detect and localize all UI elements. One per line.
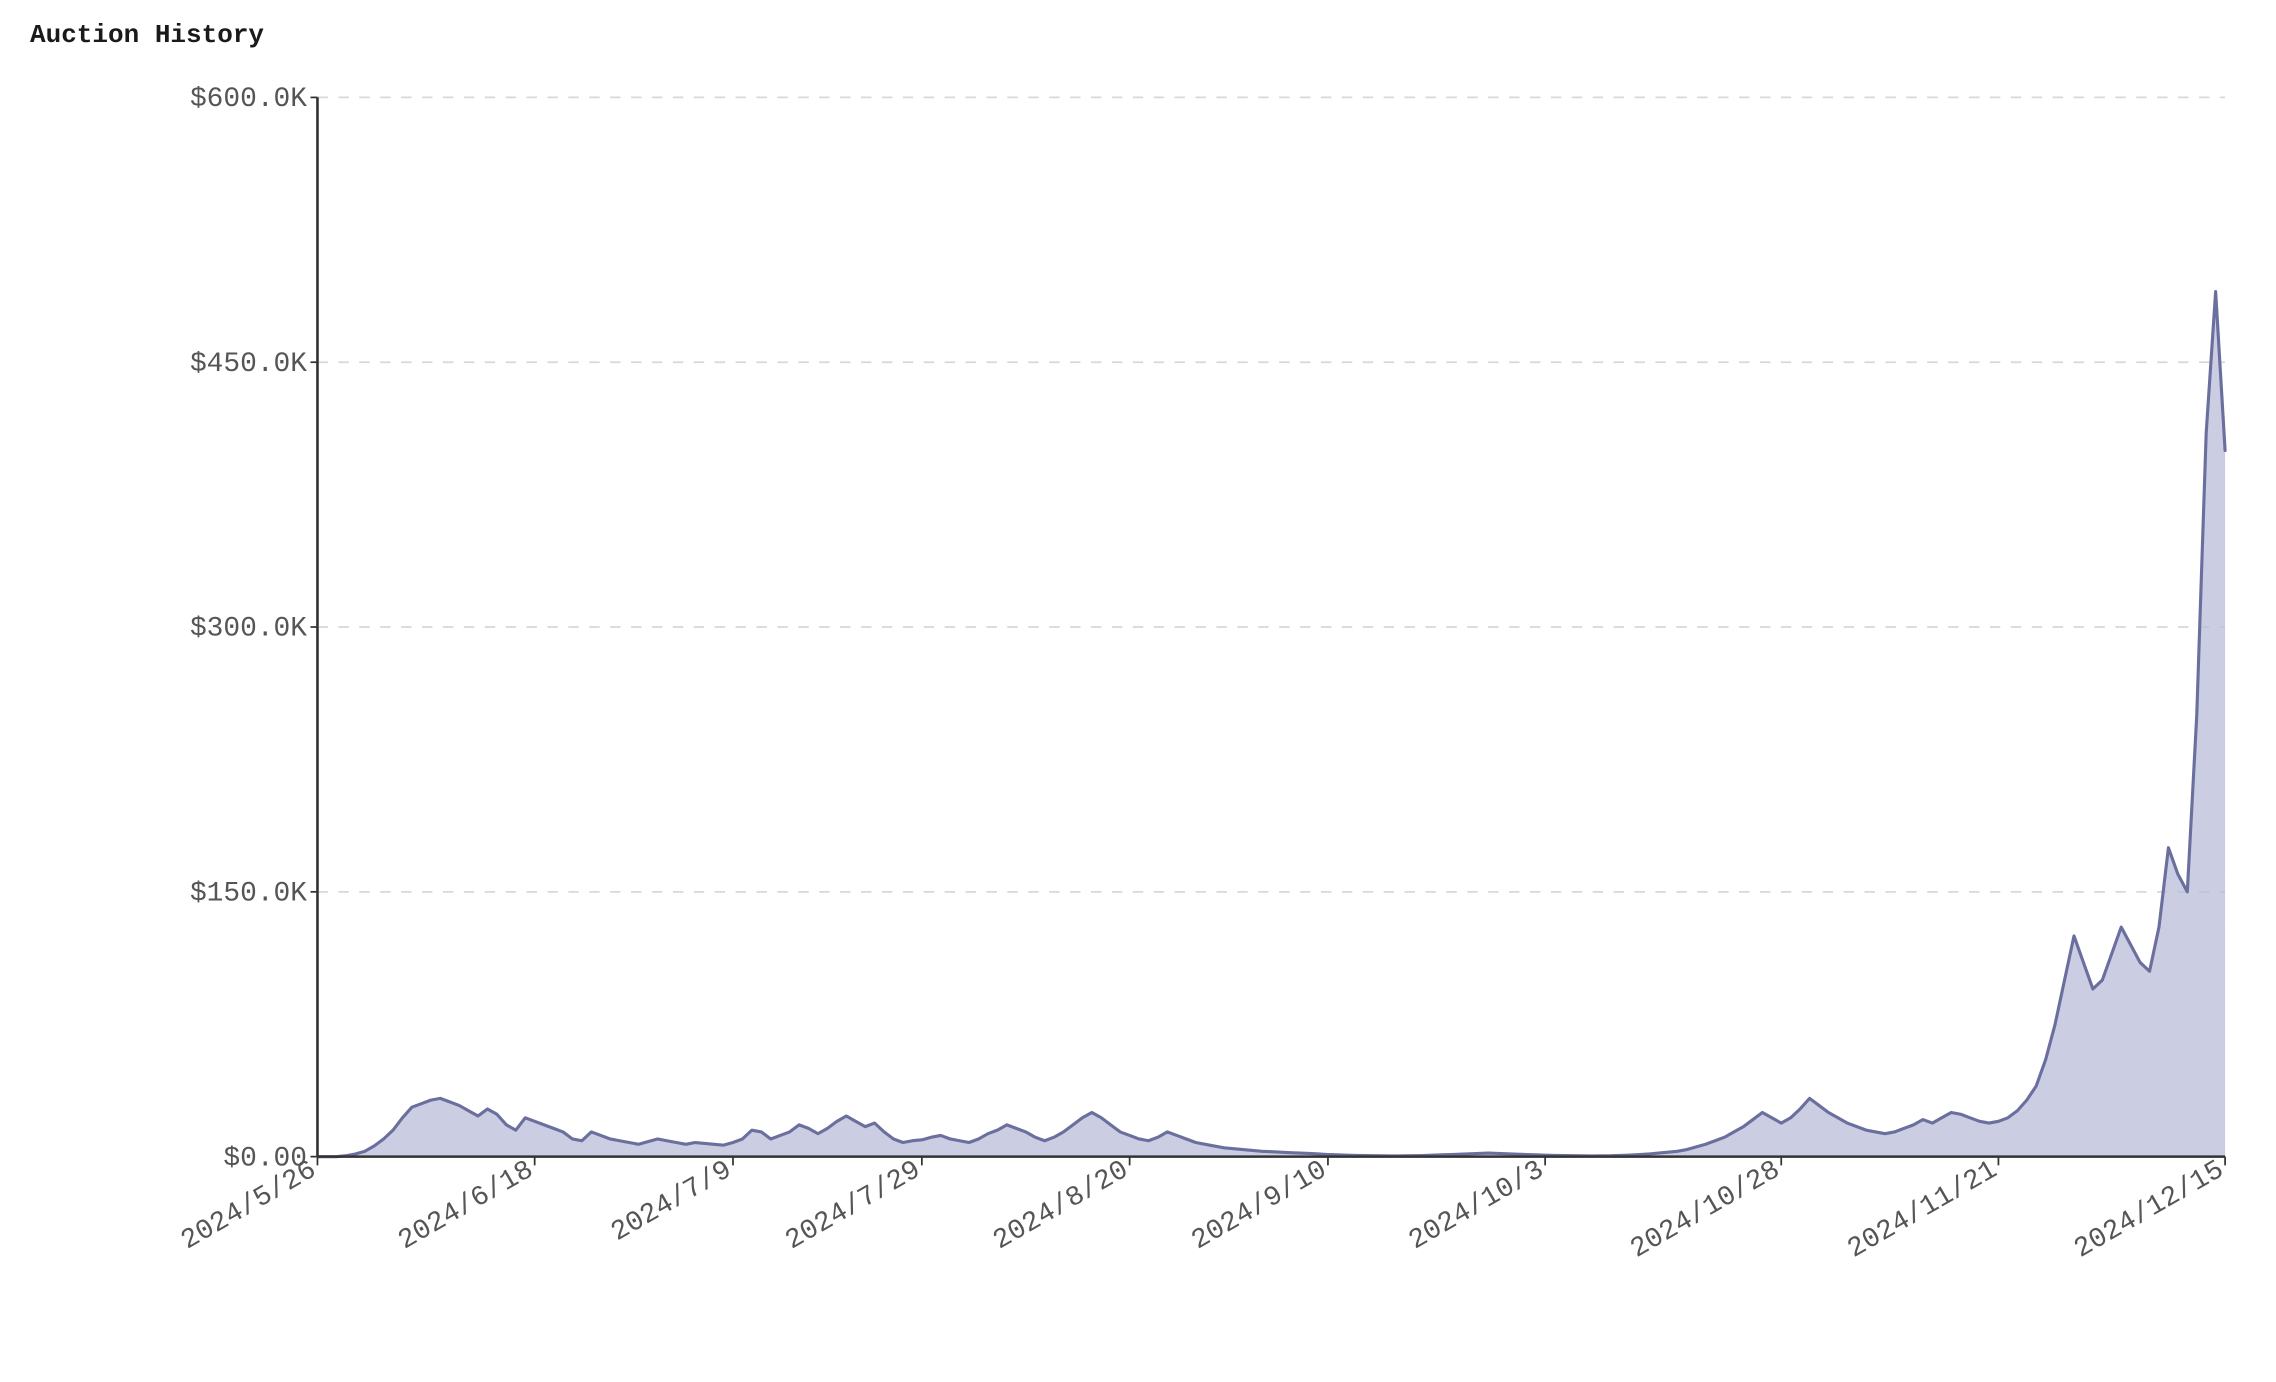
y-tick-label: $150.0K (190, 879, 307, 910)
x-tick-label: 2024/11/21 (1843, 1155, 2003, 1265)
x-tick-label: 2024/7/9 (606, 1155, 737, 1249)
x-tick-label-group: 2024/10/3 (1404, 1155, 1550, 1257)
x-tick-label: 2024/10/28 (1625, 1155, 1785, 1265)
x-tick-label: 2024/12/15 (2069, 1155, 2229, 1265)
x-tick-label-group: 2024/12/15 (2069, 1155, 2229, 1265)
area-chart-svg: $0.00$150.0K$300.0K$450.0K$600.0K2024/5/… (30, 80, 2246, 1303)
x-tick-label-group: 2024/6/18 (393, 1155, 539, 1257)
x-tick-label: 2024/8/20 (988, 1155, 1134, 1257)
x-tick-label-group: 2024/8/20 (988, 1155, 1134, 1257)
x-tick-label-group: 2024/7/9 (606, 1155, 737, 1249)
chart-container: Auction History $0.00$150.0K$300.0K$450.… (0, 0, 2276, 1323)
x-tick-label: 2024/7/29 (781, 1155, 927, 1257)
x-tick-label: 2024/9/10 (1187, 1155, 1333, 1257)
y-tick-label: $450.0K (190, 349, 307, 380)
y-tick-label: $300.0K (190, 614, 307, 645)
area-line (317, 292, 2225, 1157)
x-tick-label-group: 2024/7/29 (781, 1155, 927, 1257)
chart-area: $0.00$150.0K$300.0K$450.0K$600.0K2024/5/… (30, 80, 2246, 1303)
x-tick-label-group: 2024/10/28 (1625, 1155, 1785, 1265)
y-tick-label: $600.0K (190, 84, 307, 115)
chart-title: Auction History (30, 20, 2246, 50)
x-tick-label: 2024/6/18 (393, 1155, 539, 1257)
x-tick-label-group: 2024/11/21 (1843, 1155, 2003, 1265)
x-tick-label-group: 2024/9/10 (1187, 1155, 1333, 1257)
area-fill (317, 292, 2225, 1157)
x-tick-label: 2024/10/3 (1404, 1155, 1550, 1257)
